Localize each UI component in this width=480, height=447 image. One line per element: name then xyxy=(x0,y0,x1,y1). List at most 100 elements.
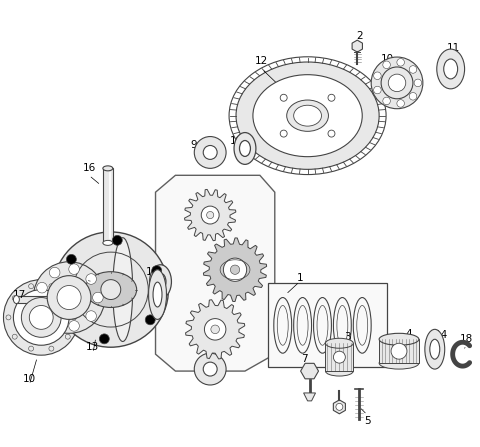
Circle shape xyxy=(49,284,54,289)
Bar xyxy=(16,295,56,304)
Text: 10: 10 xyxy=(381,54,394,64)
Bar xyxy=(103,169,113,243)
Circle shape xyxy=(33,262,105,333)
Ellipse shape xyxy=(234,133,256,164)
Circle shape xyxy=(49,317,60,328)
Circle shape xyxy=(47,276,91,320)
Circle shape xyxy=(65,295,70,301)
Text: 5: 5 xyxy=(364,416,371,426)
Polygon shape xyxy=(300,363,319,379)
Circle shape xyxy=(49,346,54,351)
Text: 15: 15 xyxy=(237,247,251,257)
Circle shape xyxy=(373,72,381,80)
Ellipse shape xyxy=(325,366,353,376)
Bar xyxy=(325,343,353,371)
Circle shape xyxy=(391,343,407,359)
Ellipse shape xyxy=(294,105,322,126)
Circle shape xyxy=(409,93,417,100)
Text: 8: 8 xyxy=(149,303,156,312)
Ellipse shape xyxy=(379,333,419,345)
Circle shape xyxy=(383,61,390,68)
Circle shape xyxy=(36,283,47,293)
Ellipse shape xyxy=(150,265,171,299)
Circle shape xyxy=(12,295,17,301)
Text: 14: 14 xyxy=(435,330,448,340)
Circle shape xyxy=(69,264,79,274)
Circle shape xyxy=(6,315,11,320)
Text: 2: 2 xyxy=(356,31,362,41)
Circle shape xyxy=(280,130,287,137)
Circle shape xyxy=(223,258,247,281)
Ellipse shape xyxy=(430,339,440,359)
Ellipse shape xyxy=(379,357,419,369)
Circle shape xyxy=(206,211,214,219)
Circle shape xyxy=(12,334,17,339)
Circle shape xyxy=(60,304,70,314)
Circle shape xyxy=(101,280,121,299)
Circle shape xyxy=(204,319,226,340)
Text: 18: 18 xyxy=(460,334,473,344)
Circle shape xyxy=(371,57,423,109)
Text: 4: 4 xyxy=(406,329,412,339)
Text: 10: 10 xyxy=(23,374,36,384)
Circle shape xyxy=(194,136,226,169)
Circle shape xyxy=(152,266,162,275)
Text: 9: 9 xyxy=(190,140,197,151)
Circle shape xyxy=(13,290,69,345)
Text: 12: 12 xyxy=(255,56,268,66)
Circle shape xyxy=(336,403,343,410)
Ellipse shape xyxy=(103,166,113,171)
Circle shape xyxy=(66,254,76,264)
Text: 7: 7 xyxy=(301,354,308,364)
Circle shape xyxy=(49,267,60,278)
Circle shape xyxy=(230,265,240,274)
Text: 16: 16 xyxy=(82,163,96,173)
Circle shape xyxy=(22,298,61,337)
Circle shape xyxy=(381,67,413,99)
Text: 3: 3 xyxy=(344,332,351,342)
Circle shape xyxy=(65,334,70,339)
Circle shape xyxy=(194,353,226,385)
Circle shape xyxy=(328,94,335,101)
Ellipse shape xyxy=(287,100,328,131)
Circle shape xyxy=(29,305,53,329)
Circle shape xyxy=(112,236,122,245)
Circle shape xyxy=(334,351,345,363)
Circle shape xyxy=(29,346,34,351)
Ellipse shape xyxy=(103,240,113,245)
Circle shape xyxy=(203,145,217,160)
Text: 6: 6 xyxy=(333,402,340,412)
Ellipse shape xyxy=(325,338,353,348)
Ellipse shape xyxy=(85,272,137,308)
Ellipse shape xyxy=(236,62,379,169)
Text: 13: 13 xyxy=(86,342,99,352)
Circle shape xyxy=(397,100,405,107)
Ellipse shape xyxy=(149,270,167,320)
Circle shape xyxy=(99,334,109,344)
Text: 1: 1 xyxy=(296,273,303,283)
Polygon shape xyxy=(352,40,362,52)
Polygon shape xyxy=(304,393,315,401)
Ellipse shape xyxy=(13,295,19,304)
Circle shape xyxy=(211,325,219,333)
Circle shape xyxy=(86,311,96,321)
Polygon shape xyxy=(156,175,275,371)
Circle shape xyxy=(145,315,155,325)
Circle shape xyxy=(414,79,421,87)
Ellipse shape xyxy=(240,140,251,156)
Ellipse shape xyxy=(153,282,162,307)
Text: 19: 19 xyxy=(229,135,243,146)
Bar xyxy=(268,283,387,367)
Circle shape xyxy=(203,362,217,376)
Polygon shape xyxy=(333,400,346,414)
Circle shape xyxy=(57,286,81,310)
Bar xyxy=(379,339,419,363)
Text: 17: 17 xyxy=(13,290,26,299)
Circle shape xyxy=(86,274,96,284)
Circle shape xyxy=(72,315,76,320)
Text: 9: 9 xyxy=(194,362,201,372)
Circle shape xyxy=(383,97,390,105)
Circle shape xyxy=(373,86,381,94)
Polygon shape xyxy=(184,190,236,241)
Ellipse shape xyxy=(155,273,166,290)
